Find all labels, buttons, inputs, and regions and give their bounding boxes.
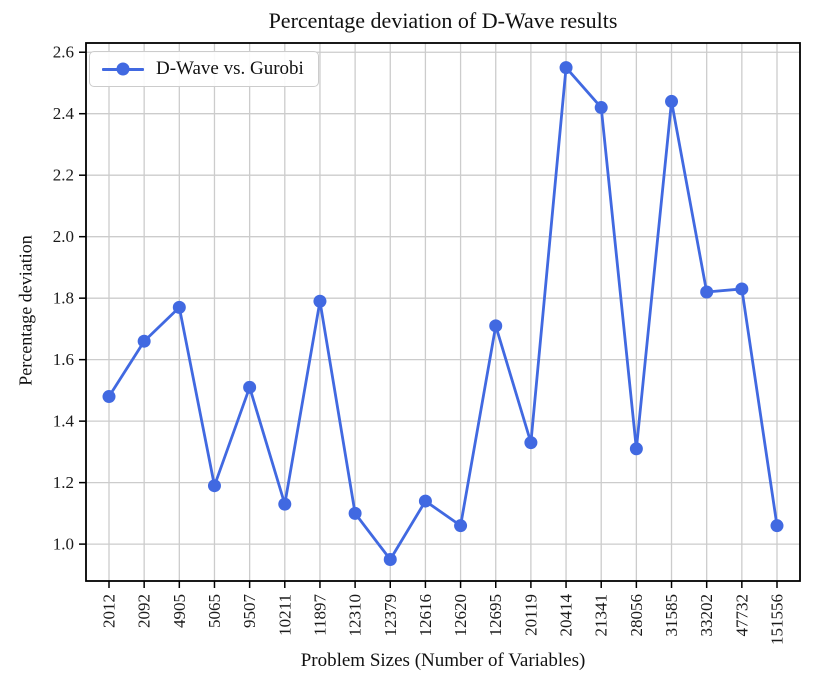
data-point: [594, 101, 608, 115]
series-line: [107, 66, 779, 561]
legend: D-Wave vs. Gurobi: [89, 51, 319, 87]
data-point: [629, 442, 643, 456]
axes-frame: [85, 42, 801, 582]
x-tick-label: 9507: [240, 594, 259, 629]
y-tick-label: 1.4: [53, 412, 75, 431]
data-point: [454, 519, 468, 533]
x-tick-label: 5065: [205, 594, 224, 628]
data-point: [278, 497, 292, 511]
x-tick-label: 28056: [627, 594, 646, 637]
data-point: [243, 380, 257, 394]
data-point: [383, 552, 397, 566]
x-tick-label: 11897: [310, 594, 329, 636]
data-point: [770, 519, 784, 533]
x-tick-label: 47732: [732, 594, 751, 637]
data-point: [559, 61, 573, 75]
x-tick-label: 2012: [100, 594, 119, 628]
x-tick-label: 4905: [170, 594, 189, 628]
x-tick-label: 10211: [275, 594, 294, 636]
x-tick-label: 12379: [381, 594, 400, 637]
y-tick-label: 2.2: [53, 166, 74, 185]
x-tick-label: 31585: [662, 594, 681, 637]
y-tick-label: 1.0: [53, 535, 74, 554]
x-tick-label: 12695: [486, 594, 505, 637]
x-tick-label: 2092: [135, 594, 154, 628]
data-point: [665, 94, 679, 108]
data-point: [102, 390, 116, 404]
y-tick-label: 1.2: [53, 473, 74, 492]
x-tick-label: 33202: [697, 594, 716, 637]
data-point: [524, 436, 538, 450]
x-tick-label: 20414: [557, 594, 576, 637]
data-point: [348, 506, 362, 520]
legend-line-marker-swatch: [102, 62, 144, 76]
x-axis-label: Problem Sizes (Number of Variables): [300, 650, 586, 671]
x-tick-label: 151556: [768, 594, 787, 645]
y-tick-label: 2.0: [53, 227, 74, 246]
x-tick-label: 12620: [451, 594, 470, 637]
legend-marker-dot: [116, 62, 130, 76]
y-tick-label: 2.4: [53, 104, 75, 123]
data-point: [700, 285, 714, 299]
data-point: [207, 479, 221, 493]
y-tick-label: 2.6: [53, 43, 74, 62]
data-point: [735, 282, 749, 296]
x-tick-label: 12310: [346, 594, 365, 637]
y-tick-label: 1.8: [53, 289, 74, 308]
data-point: [489, 319, 503, 333]
data-point: [418, 494, 432, 508]
legend-label: D-Wave vs. Gurobi: [156, 58, 304, 79]
data-point: [313, 294, 327, 308]
x-tick-label: 12616: [416, 594, 435, 637]
data-point: [172, 300, 186, 314]
x-tick-label: 20119: [521, 594, 540, 636]
data-point: [137, 334, 151, 348]
y-tick-label: 1.6: [53, 350, 74, 369]
x-tick-label: 21341: [592, 594, 611, 637]
chart-title: Percentage deviation of D-Wave results: [268, 8, 618, 33]
